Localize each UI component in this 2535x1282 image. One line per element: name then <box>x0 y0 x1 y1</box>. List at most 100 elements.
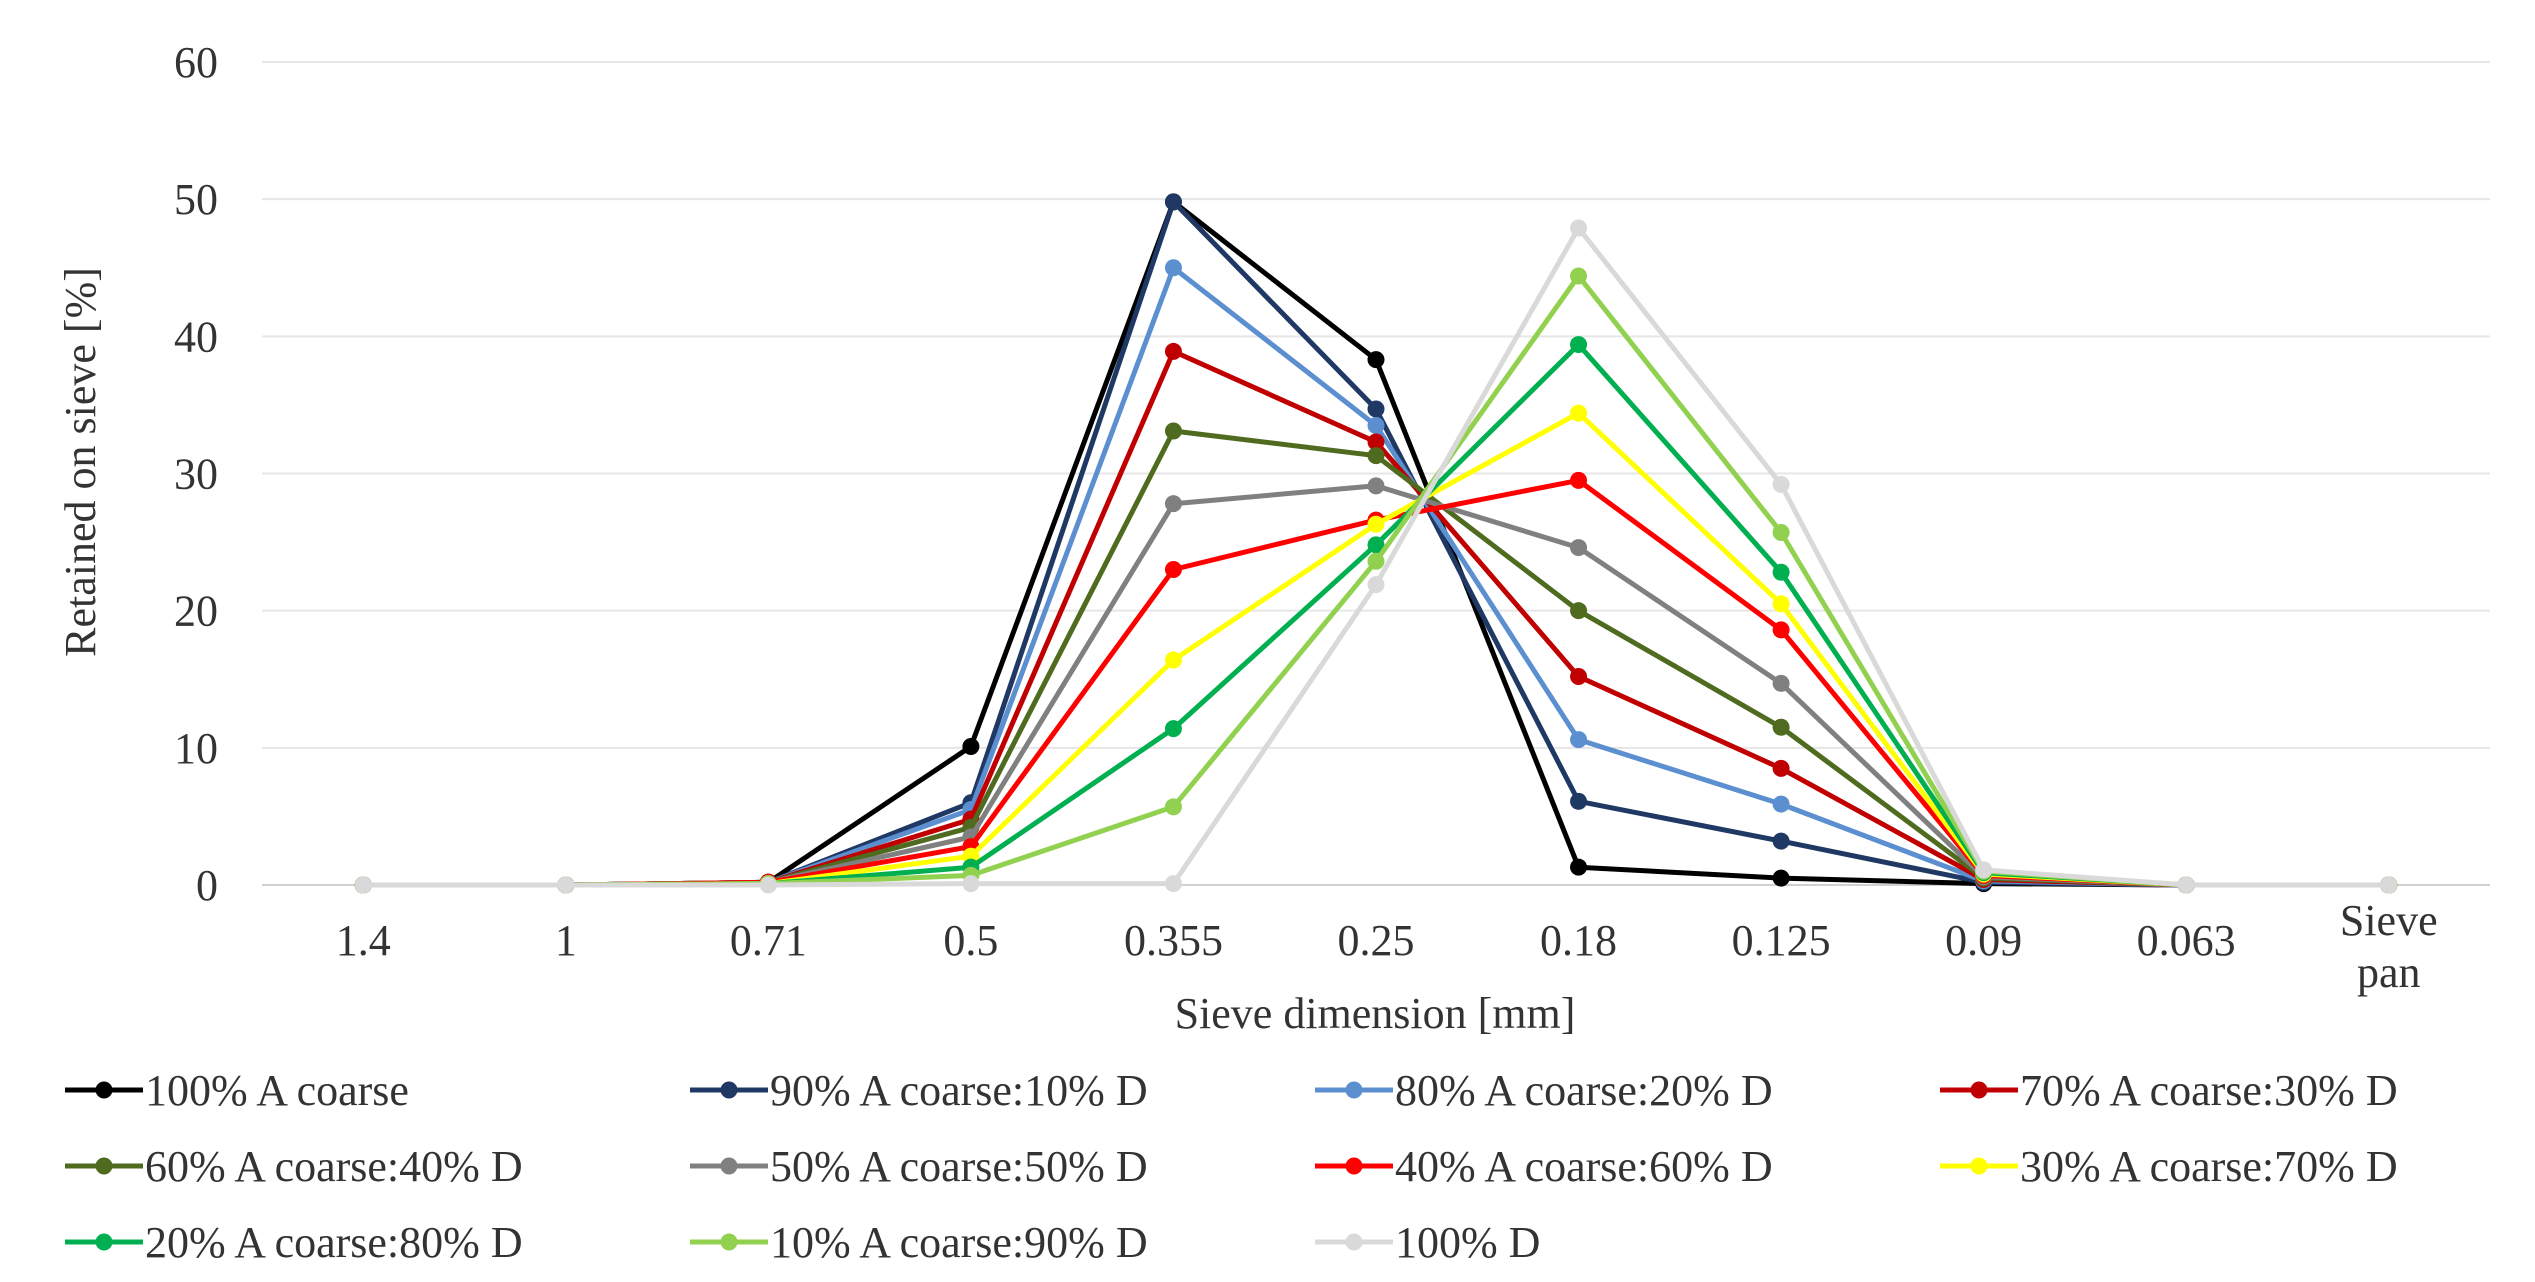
data-point <box>1772 475 1790 493</box>
data-point <box>1164 422 1182 440</box>
data-point <box>1367 552 1385 570</box>
data-point <box>1975 861 1993 879</box>
legend-label: 90% A coarse:10% D <box>770 1066 1148 1115</box>
data-point <box>1772 563 1790 581</box>
legend-swatch-marker <box>95 1157 113 1175</box>
data-point <box>354 876 372 894</box>
legend-label: 50% A coarse:50% D <box>770 1142 1148 1191</box>
legend-label: 30% A coarse:70% D <box>2020 1142 2398 1191</box>
data-point <box>1772 795 1790 813</box>
data-point <box>2177 876 2195 894</box>
legend-item[interactable]: 90% A coarse:10% D <box>690 1066 1148 1115</box>
legend-item[interactable]: 40% A coarse:60% D <box>1315 1142 1773 1191</box>
x-tick-label: 0.355 <box>1124 916 1223 965</box>
data-point <box>1772 674 1790 692</box>
data-point <box>962 737 980 755</box>
legend-label: 40% A coarse:60% D <box>1395 1142 1773 1191</box>
data-point <box>962 875 980 893</box>
legend-swatch-marker <box>1970 1157 1988 1175</box>
data-point <box>1367 447 1385 465</box>
data-point <box>1367 576 1385 594</box>
legend-label: 80% A coarse:20% D <box>1395 1066 1773 1115</box>
data-point <box>1164 342 1182 360</box>
data-point <box>1164 651 1182 669</box>
x-tick-label: 0.125 <box>1732 916 1831 965</box>
legend-swatch-marker <box>1345 1233 1363 1251</box>
data-point <box>1570 539 1588 557</box>
data-point <box>1772 759 1790 777</box>
data-point <box>1772 523 1790 541</box>
y-tick-label: 60 <box>174 38 218 87</box>
legend-swatch-marker <box>95 1081 113 1099</box>
data-point <box>1164 875 1182 893</box>
data-point <box>1164 720 1182 738</box>
data-point <box>557 876 575 894</box>
x-axis-ticks: 1.4 1 0.71 0.5 0.355 0.25 0.18 0.125 0.09 0.063 Si… <box>336 896 2438 997</box>
data-point <box>1367 477 1385 495</box>
data-point <box>1164 798 1182 816</box>
legend-label: 100% D <box>1395 1218 1540 1267</box>
x-tick-label: 0.09 <box>1945 916 2022 965</box>
y-tick-label: 0 <box>196 861 218 910</box>
legend-item[interactable]: 20% A coarse:80% D <box>65 1218 523 1267</box>
x-tick-label: 0.25 <box>1338 916 1415 965</box>
legend-label: 100% A coarse <box>145 1066 409 1115</box>
y-tick-label: 40 <box>174 312 218 361</box>
legend-item[interactable]: 80% A coarse:20% D <box>1315 1066 1773 1115</box>
data-point <box>1772 595 1790 613</box>
series-11 <box>354 219 2398 894</box>
legend-swatch-marker <box>720 1233 738 1251</box>
legend-swatch-marker <box>720 1157 738 1175</box>
data-point <box>1772 832 1790 850</box>
data-point <box>1772 869 1790 887</box>
legend-swatch-marker <box>95 1233 113 1251</box>
data-point <box>1367 351 1385 369</box>
data-point <box>1772 621 1790 639</box>
legend-item[interactable]: 30% A coarse:70% D <box>1940 1142 2398 1191</box>
legend-item[interactable]: 50% A coarse:50% D <box>690 1142 1148 1191</box>
x-axis-title: Sieve dimension [mm] <box>1175 989 1576 1038</box>
data-point <box>1367 536 1385 554</box>
y-tick-label: 50 <box>174 175 218 224</box>
legend-swatch-marker <box>720 1081 738 1099</box>
data-point <box>1367 416 1385 434</box>
data-point <box>1570 471 1588 489</box>
data-point <box>759 876 777 894</box>
series-line <box>363 428 2389 888</box>
x-tick-label: 1 <box>555 916 577 965</box>
data-point <box>1367 515 1385 533</box>
y-tick-label: 10 <box>174 724 218 773</box>
legend: 100% A coarse 90% A coarse:10% D 80% A coa… <box>65 1066 2398 1267</box>
data-point <box>1570 219 1588 237</box>
x-tick-label: 0.18 <box>1540 916 1617 965</box>
y-axis-title: Retained on sieve [%] <box>56 267 105 657</box>
x-tick-label: 0.5 <box>943 916 998 965</box>
data-point <box>1570 731 1588 749</box>
x-tick-label: 1.4 <box>336 916 391 965</box>
data-point <box>1772 718 1790 736</box>
legend-swatch-marker <box>1970 1081 1988 1099</box>
legend-label: 10% A coarse:90% D <box>770 1218 1148 1267</box>
data-point <box>1570 668 1588 686</box>
x-tick-label: 0.71 <box>730 916 807 965</box>
data-point <box>1570 267 1588 285</box>
legend-item[interactable]: 70% A coarse:30% D <box>1940 1066 2398 1115</box>
data-point <box>1570 602 1588 620</box>
legend-label: 60% A coarse:40% D <box>145 1142 523 1191</box>
x-tick-label: 0.063 <box>2137 916 2236 965</box>
data-point <box>1164 495 1182 513</box>
legend-swatch-marker <box>1345 1081 1363 1099</box>
legend-item[interactable]: 100% D <box>1315 1218 1540 1267</box>
legend-item[interactable]: 100% A coarse <box>65 1066 409 1115</box>
data-point <box>1367 433 1385 451</box>
data-point <box>1570 404 1588 422</box>
legend-item[interactable]: 60% A coarse:40% D <box>65 1142 523 1191</box>
gridlines <box>262 61 2490 886</box>
x-tick-label: Sieve pan <box>2340 896 2438 997</box>
y-tick-label: 20 <box>174 587 218 636</box>
legend-label: 20% A coarse:80% D <box>145 1218 523 1267</box>
legend-item[interactable]: 10% A coarse:90% D <box>690 1218 1148 1267</box>
data-point <box>1164 259 1182 277</box>
